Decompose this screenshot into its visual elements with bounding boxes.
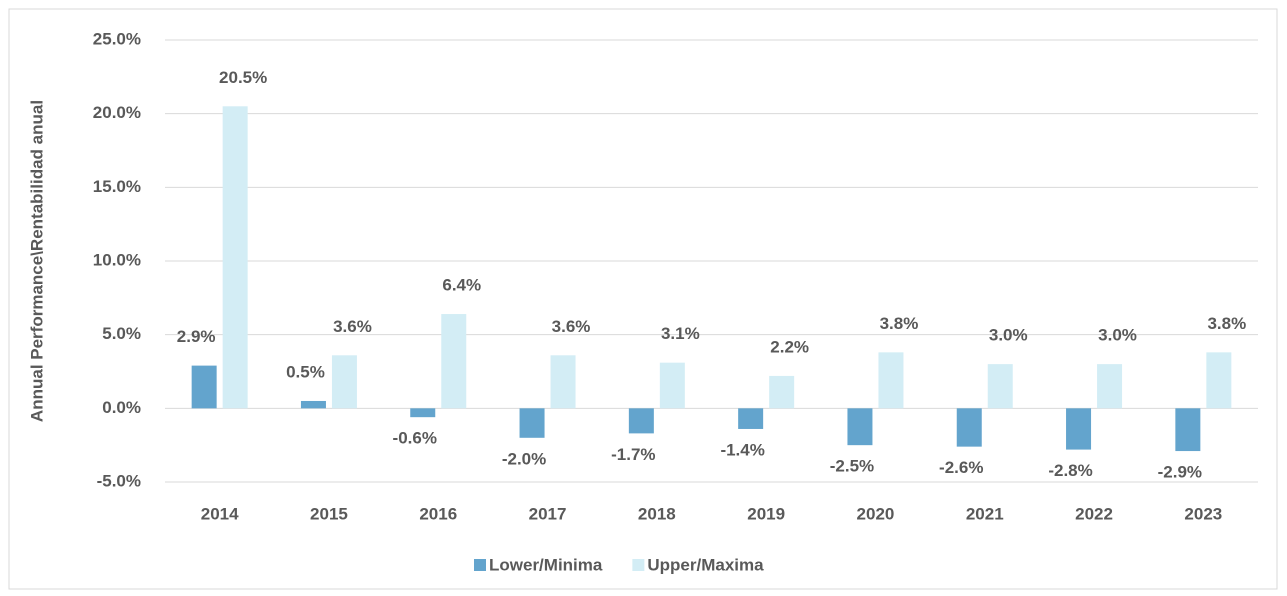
value-label: 3.8% [880,314,919,333]
bar [956,408,982,447]
bar [550,355,576,409]
value-label: 3.0% [989,326,1028,345]
value-label: -1.4% [720,440,764,459]
y-tick-label: 20.0% [93,103,141,122]
value-label: 0.5% [286,362,325,381]
y-tick-label: 25.0% [93,29,141,48]
bar [441,314,467,409]
bar [1175,408,1201,452]
bar [628,408,654,434]
y-tick-label: -5.0% [97,471,141,490]
legend-label: Lower/Minima [489,555,603,574]
value-label: -2.6% [939,458,983,477]
bar [191,365,217,409]
y-tick-label: 10.0% [93,250,141,269]
bar [410,408,436,418]
y-tick-label: 5.0% [102,324,141,343]
x-tick-label: 2019 [747,504,785,523]
y-axis-label: Annual Performance\Rentabilidad anual [27,100,46,422]
x-tick-label: 2022 [1075,504,1113,523]
bar [987,364,1013,409]
legend-swatch [474,559,486,571]
bar [519,408,545,438]
x-tick-label: 2014 [201,504,239,523]
y-tick-label: 15.0% [93,177,141,196]
value-label: 3.0% [1098,326,1137,345]
chart-border [8,8,1278,590]
bar [847,408,873,446]
bar [738,408,764,429]
value-label: 3.6% [552,317,591,336]
x-tick-label: 2021 [966,504,1004,523]
legend-label: Upper/Maxima [647,555,764,574]
value-label: -2.0% [502,449,546,468]
value-label: -2.8% [1048,461,1092,480]
value-label: -1.7% [611,445,655,464]
bar [659,362,685,409]
bar [769,375,795,409]
value-label: 3.8% [1207,314,1246,333]
bar [1066,408,1092,450]
value-label: 3.1% [661,324,700,343]
value-label: 20.5% [219,68,267,87]
y-tick-label: 0.0% [102,398,141,417]
value-label: 6.4% [442,276,481,295]
x-tick-label: 2015 [310,504,348,523]
x-tick-label: 2023 [1184,504,1222,523]
legend-swatch [632,559,645,571]
value-label: -2.5% [830,457,874,476]
value-label: -0.6% [393,429,437,448]
bar [1206,352,1232,409]
value-label: 2.9% [177,327,216,346]
bar [878,352,904,409]
bar [300,400,326,409]
value-label: 3.6% [333,317,372,336]
value-label: -2.9% [1158,463,1202,482]
value-label: 2.2% [770,337,809,356]
bar [331,355,357,409]
x-tick-label: 2016 [419,504,457,523]
x-tick-label: 2017 [529,504,567,523]
bar [222,106,248,409]
x-tick-label: 2018 [638,504,676,523]
x-tick-label: 2020 [857,504,895,523]
bar [1097,364,1123,409]
